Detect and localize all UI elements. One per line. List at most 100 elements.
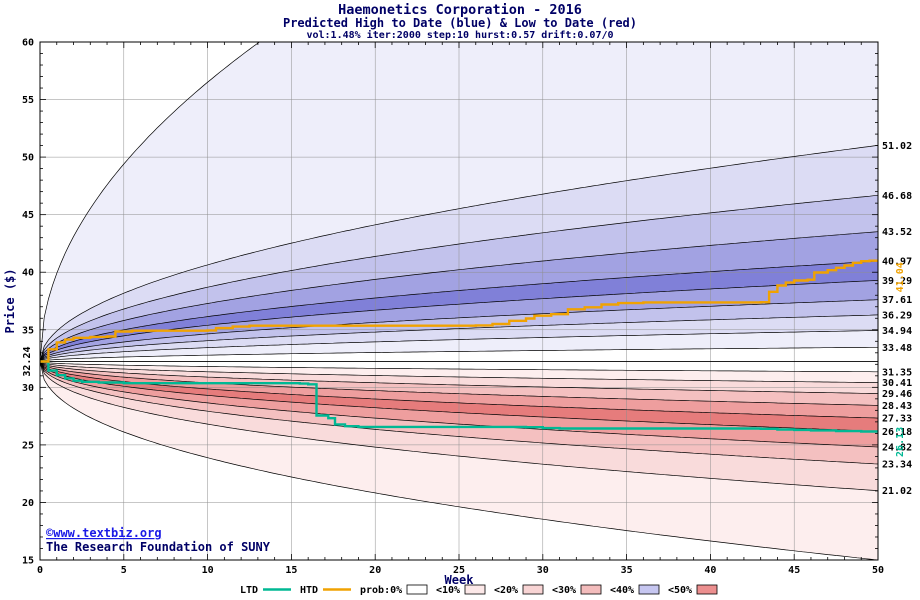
legend-label-lt10: <10% <box>436 585 460 596</box>
price-boundary-label: 37.61 <box>882 295 912 306</box>
price-boundary-label: 40.97 <box>882 257 912 268</box>
legend-label-lt30: <30% <box>552 585 576 596</box>
y-tick-label: 25 <box>22 440 34 451</box>
ltd-end-label: 26.13 <box>895 427 906 457</box>
price-boundary-label: 33.48 <box>882 343 912 354</box>
x-tick-label: 20 <box>369 565 381 576</box>
chart-title: Haemonetics Corporation - 2016 <box>338 2 582 18</box>
x-tick-label: 5 <box>121 565 127 576</box>
band-boundary-line <box>40 361 878 560</box>
band-boundary-curves <box>40 42 878 560</box>
band-boundary-line <box>40 314 878 362</box>
simulation-params: vol:1.48% iter:2000 step:10 hurst:0.57 d… <box>306 29 613 41</box>
price-boundary-label: 23.34 <box>882 459 912 470</box>
y-tick-label: 15 <box>22 556 34 567</box>
price-boundary-label: 29.46 <box>882 389 912 400</box>
price-boundary-label: 39.29 <box>882 276 912 287</box>
band-boundary-line <box>40 260 878 362</box>
y-axis-title: Price ($) <box>3 268 17 333</box>
legend-swatch-lt30 <box>580 584 602 595</box>
price-boundary-label: 36.29 <box>882 310 912 321</box>
price-boundary-label: 34.94 <box>882 326 912 337</box>
copyright-link[interactable]: ©www.textbiz.org <box>46 526 162 540</box>
x-tick-label: 40 <box>704 565 716 576</box>
band-boundary-line <box>40 361 878 492</box>
x-tick-label: 25 <box>453 565 465 576</box>
plot-border <box>39 41 879 561</box>
band-boundary-line <box>40 361 878 394</box>
low-prob-band-50 <box>40 361 878 432</box>
band-boundary-line <box>40 361 878 373</box>
price-boundary-label: 43.52 <box>882 227 912 238</box>
band-boundary-line <box>40 194 878 362</box>
band-boundary-line <box>40 361 878 406</box>
legend-label-lt20: <20% <box>494 585 518 596</box>
htd-end-label: 41.04 <box>895 262 906 292</box>
band-boundary-line <box>40 299 878 362</box>
price-boundary-label: 24.82 <box>882 442 912 453</box>
x-tick-label: 45 <box>788 565 800 576</box>
band-boundary-line <box>40 361 878 448</box>
band-boundary-line <box>40 361 878 419</box>
y-tick-label: 50 <box>22 153 34 164</box>
x-tick-label: 10 <box>202 565 214 576</box>
legend-label-lt40: <40% <box>610 585 634 596</box>
band-boundary-line <box>40 145 878 362</box>
price-boundary-label: 51.02 <box>882 141 912 152</box>
legend: LTD HTD prob:0% <10% <20% <30% <40% <50% <box>240 584 718 596</box>
chart-layers: 0 5 10 15 20 25 30 35 40 45 50 15 20 25 30 35 40 45 50 55 60… <box>22 38 912 577</box>
copyright-org: The Research Foundation of SUNY <box>46 540 271 554</box>
legend-label-htd: HTD <box>300 585 318 596</box>
price-boundary-label: 26.18 <box>882 427 912 438</box>
legend-swatch-lt50 <box>696 584 718 595</box>
legend-swatch-lt10 <box>464 584 486 595</box>
y-tick-label: 45 <box>22 210 34 221</box>
y-tick-label: 20 <box>22 498 34 509</box>
y-tick-label: 55 <box>22 95 34 106</box>
y-tick-label: 35 <box>22 325 34 336</box>
htd-line <box>40 259 878 363</box>
gridlines <box>40 42 878 560</box>
high-prob-band-20 <box>40 145 878 362</box>
band-boundary-line <box>40 346 878 362</box>
band-boundary-line <box>40 361 878 432</box>
legend-swatch-prob0 <box>406 584 428 595</box>
band-boundary-line <box>40 361 878 465</box>
x-tick-label: 0 <box>37 565 43 576</box>
high-prob-band-40 <box>40 231 878 362</box>
band-boundary-line <box>40 330 878 362</box>
band-boundary-line <box>40 361 878 383</box>
high-prob-band-50 <box>40 261 878 362</box>
low-prob-band-40 <box>40 361 878 419</box>
legend-swatch-lt40 <box>638 584 660 595</box>
start-price-label: 32.24 <box>22 346 33 376</box>
legend-label-lt50: <50% <box>668 585 692 596</box>
low-prob-band-30 <box>40 361 878 464</box>
band-boundary-line <box>40 280 878 362</box>
legend-label-ltd: LTD <box>240 585 258 596</box>
x-tick-label: 30 <box>537 565 549 576</box>
price-boundary-label: 31.35 <box>882 367 912 378</box>
y-tick-label: 40 <box>22 268 34 279</box>
low-prob-band-40 <box>40 361 878 447</box>
band-boundary-line <box>40 231 878 362</box>
legend-swatch-lt20 <box>522 584 544 595</box>
x-tick-label: 15 <box>285 565 297 576</box>
high-prob-band-30 <box>40 195 878 362</box>
high-prob-band-30 <box>40 299 878 362</box>
chart-subtitle: Predicted High to Date (blue) & Low to D… <box>283 16 637 30</box>
price-boundary-label: 46.68 <box>882 191 912 202</box>
price-boundary-label: 30.41 <box>882 378 912 389</box>
low-prob-band-30 <box>40 361 878 406</box>
x-tick-label: 50 <box>872 565 884 576</box>
x-axis-title: Week <box>445 573 475 587</box>
legend-label-prob0: prob:0% <box>360 585 402 596</box>
price-boundary-label: 27.33 <box>882 414 912 425</box>
band-boundary-line <box>40 42 260 362</box>
price-boundary-label: 28.43 <box>882 401 912 412</box>
y-tick-label: 60 <box>22 38 34 49</box>
y-tick-label: 30 <box>22 383 34 394</box>
low-prob-band-20 <box>40 361 878 491</box>
price-boundary-label: 21.02 <box>882 486 912 497</box>
